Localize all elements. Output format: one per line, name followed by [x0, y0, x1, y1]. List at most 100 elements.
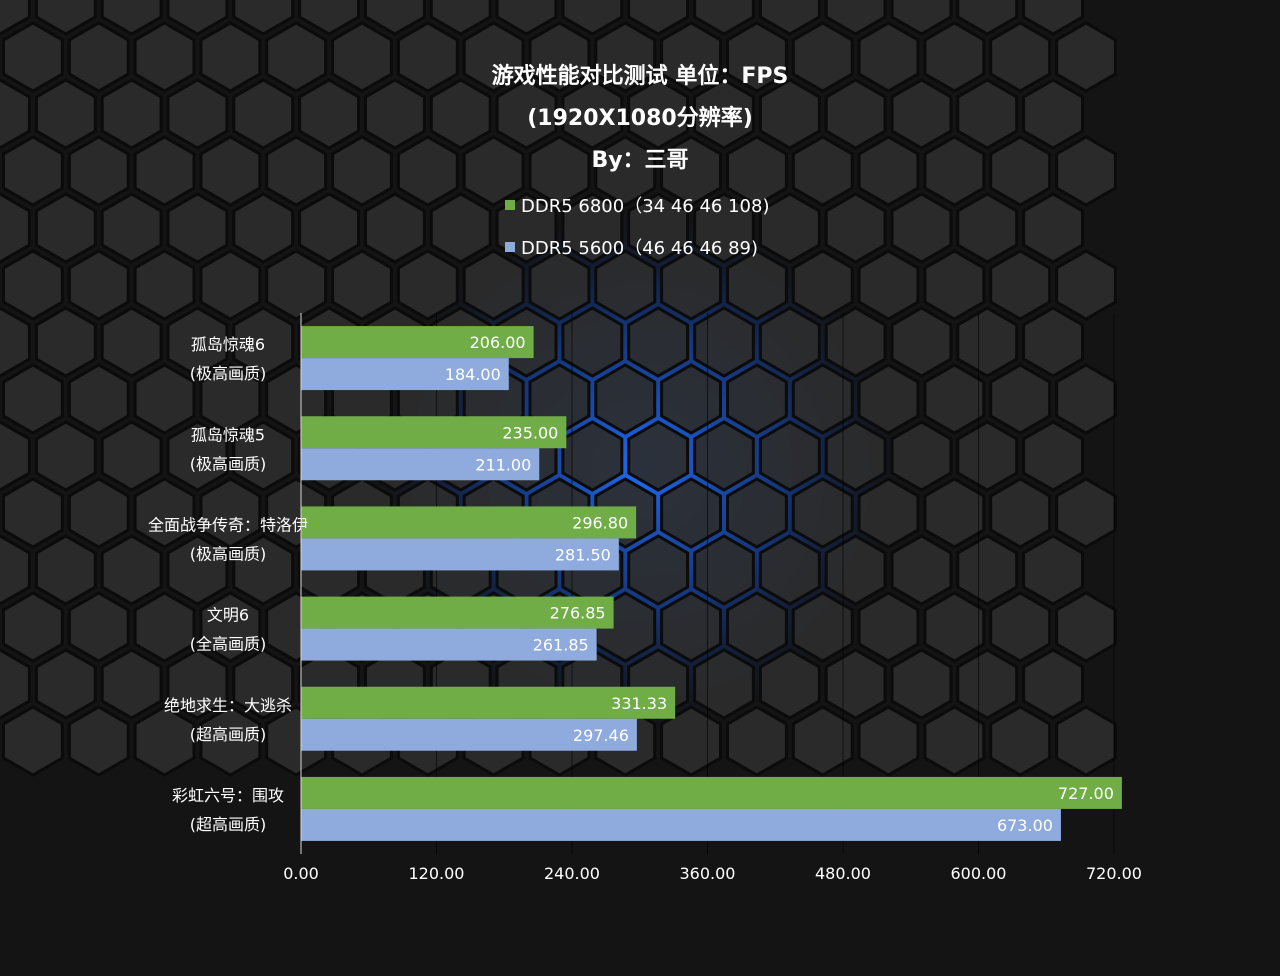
hexagon-tile	[2, 591, 64, 663]
hexagon-tile	[693, 192, 755, 264]
hexagon-tile	[199, 477, 262, 549]
hexagon-tile	[693, 534, 755, 606]
hexagon-tile	[923, 591, 986, 663]
hexagon-tile	[265, 135, 328, 207]
hexagon-tile	[594, 21, 657, 93]
hexagon-tile	[594, 135, 657, 207]
hexagon-tile	[67, 135, 130, 207]
hexagon-tile	[791, 363, 854, 435]
category-label: (极高画质)	[190, 544, 267, 563]
hexagon-tile	[166, 192, 229, 264]
hexagon-tile	[923, 477, 986, 549]
data-label: 727.00	[1058, 784, 1114, 803]
hexagon-tile	[791, 705, 854, 777]
category-label: 文明6	[207, 606, 249, 625]
hexagon-tile	[133, 591, 196, 663]
hexagon-tile	[758, 648, 821, 720]
legend-swatch-ddr5-5600	[505, 242, 515, 252]
hexagon-tile	[890, 306, 953, 378]
bar-ddr5-5600	[301, 448, 540, 481]
hexagon-tile	[528, 135, 591, 207]
hexagon-tile	[791, 135, 854, 207]
hexagon-tile	[34, 648, 97, 720]
hexagon-tile	[100, 78, 163, 150]
hexagon-tile	[0, 192, 31, 264]
chart-title-line-3: By：三哥	[591, 148, 689, 173]
data-label: 211.00	[475, 455, 531, 474]
legend-label-ddr5-5600: DDR5 5600（46 46 46 89)	[521, 238, 759, 259]
hexagon-tile	[791, 477, 854, 549]
hexagon-tile	[594, 363, 657, 435]
hexagon-tile	[989, 363, 1052, 435]
hexagon-tile	[594, 249, 657, 321]
category-label: (全高画质)	[190, 635, 267, 654]
hexagon-tile	[660, 135, 722, 207]
data-label: 281.50	[555, 545, 611, 564]
data-label: 206.00	[470, 333, 526, 352]
hexagon-tile	[1022, 306, 1084, 378]
hexagon-tile	[166, 78, 229, 150]
hexagon-tile	[890, 78, 953, 150]
hexagon-tile	[890, 420, 953, 492]
hexagon-tile	[791, 21, 854, 93]
bar-ddr5-5600	[301, 538, 619, 571]
hexagon-tile	[199, 363, 262, 435]
bar-ddr5-6800	[301, 506, 637, 539]
hexagon-tile	[495, 78, 558, 150]
hexagon-tile	[561, 420, 624, 492]
hexagon-tile	[627, 78, 690, 150]
hexagon-tile	[199, 705, 262, 777]
data-label: 184.00	[445, 365, 501, 384]
hexagon-tile	[100, 420, 163, 492]
hexagon-tile	[528, 21, 591, 93]
hexagon-tile	[364, 78, 426, 150]
hexagon-tile	[232, 0, 295, 36]
hexagon-tile	[923, 21, 986, 93]
hexagon-tile	[462, 21, 525, 93]
hexagon-tile	[726, 21, 788, 93]
hexagon-tile	[956, 78, 1019, 150]
hexagon-tile	[824, 648, 887, 720]
hexagon-tile	[265, 249, 328, 321]
hexagon-tile	[364, 0, 426, 36]
category-label: (超高画质)	[190, 725, 267, 744]
data-label: 235.00	[502, 423, 558, 442]
hexagon-tile	[528, 249, 591, 321]
hexagon-tile	[133, 21, 196, 93]
hexagon-tile	[232, 648, 295, 720]
hexagon-tile	[34, 192, 97, 264]
hexagon-tile	[660, 249, 722, 321]
data-label: 296.80	[572, 513, 628, 532]
chart-title-line-2: (1920X1080分辨率)	[527, 106, 753, 131]
hexagon-tile	[364, 192, 426, 264]
hexagon-tile	[429, 192, 492, 264]
hexagon-tile	[923, 705, 986, 777]
hexagon-tile	[1022, 420, 1084, 492]
category-label: (极高画质)	[190, 364, 267, 383]
category-label: 孤岛惊魂6	[191, 335, 265, 354]
hexagon-tile	[561, 192, 624, 264]
hexagon-tile	[758, 78, 821, 150]
hexagon-tile	[956, 0, 1019, 36]
hexagon-tile	[758, 420, 821, 492]
x-tick-label: 720.00	[1086, 864, 1142, 883]
bar-ddr5-6800	[301, 326, 534, 359]
hexagon-tile	[693, 78, 755, 150]
x-tick-label: 120.00	[409, 864, 465, 883]
hexagon-tile	[1055, 705, 1117, 777]
hexagon-tile	[1055, 363, 1117, 435]
hexagon-tile	[791, 591, 854, 663]
x-tick-label: 240.00	[544, 864, 600, 883]
hexagon-tile	[133, 135, 196, 207]
hexagon-tile	[956, 648, 1019, 720]
hexagon-tile	[1022, 78, 1084, 150]
hexagon-tile	[989, 135, 1052, 207]
hexagon-tile	[758, 306, 821, 378]
hexagon-tile	[166, 306, 229, 378]
hexagon-tile	[429, 78, 492, 150]
hexagon-tile	[890, 192, 953, 264]
hexagon-tile	[890, 0, 953, 36]
hexagon-tile	[133, 363, 196, 435]
hexagon-tile	[166, 0, 229, 36]
